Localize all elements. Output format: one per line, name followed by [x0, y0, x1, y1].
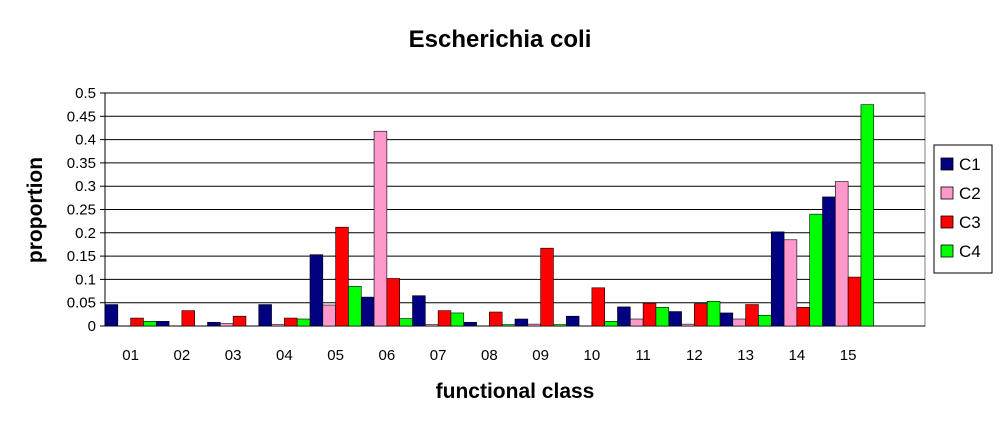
y-tick-label: 0.45	[67, 108, 96, 125]
bar-c1-06	[360, 296, 375, 327]
bar-c4-08	[501, 324, 516, 327]
bar-c4-06	[399, 318, 413, 327]
y-tick-label: 0	[88, 318, 96, 335]
x-tick-label: 15	[840, 347, 857, 364]
bar-c3-04	[284, 317, 298, 327]
bar-c1-04	[258, 304, 272, 327]
bar-c1-14	[770, 231, 785, 327]
legend: C1 C2 C3 C4	[933, 144, 993, 274]
bar-c3-06	[386, 278, 400, 327]
bar-c2-05	[322, 304, 336, 327]
bar-c3-10	[591, 287, 605, 327]
bar-c2-12	[681, 323, 695, 327]
legend-swatch-c2	[940, 186, 954, 200]
x-tick-label: 01	[122, 347, 139, 364]
x-tick-label: 04	[276, 347, 293, 364]
y-tick-label: 0.3	[75, 178, 96, 195]
y-tick-label: 0.25	[67, 202, 96, 219]
bar-c1-09	[514, 318, 529, 327]
bar-c3-09	[540, 247, 554, 327]
bar-c2-13	[732, 318, 746, 327]
y-tick-label: 0.1	[75, 271, 96, 288]
x-tick-label: 10	[584, 347, 601, 364]
bar-c4-15	[860, 104, 875, 327]
bar-c1-03	[207, 321, 221, 327]
bar-c2-11	[630, 318, 644, 327]
bar-c2-09	[527, 323, 541, 327]
bar-c1-08	[463, 321, 477, 327]
y-tick-label: 0.2	[75, 225, 96, 242]
plot-area: 0 0.05 0.1 0.15 0.2 0.25 0.3 0.35 0.4 0.45 0.5 01 02…	[67, 85, 926, 364]
x-tick-label: 14	[789, 347, 806, 364]
bar-c3-11	[642, 302, 657, 327]
bar-c1-10	[565, 315, 580, 327]
bar-c1-11	[617, 306, 631, 327]
bar-c4-11	[655, 307, 670, 327]
bar-c3-12	[694, 303, 708, 327]
x-tick-label: 03	[225, 347, 242, 364]
bar-c3-15	[847, 276, 862, 327]
legend-swatch-c3	[940, 215, 954, 229]
bar-c1-12	[668, 311, 682, 327]
legend-label-c2: C2	[959, 184, 981, 203]
y-tick-label: 0.15	[67, 248, 96, 265]
bar-c3-14	[796, 307, 810, 327]
bar-c1-01	[104, 304, 119, 327]
bar-c4-07	[450, 312, 465, 327]
bar-c1-02	[155, 321, 170, 327]
bar-c3-02	[181, 310, 195, 327]
x-tick-label: 09	[532, 347, 549, 364]
x-tick-label: 02	[174, 347, 191, 364]
y-tick-label: 0.5	[75, 85, 96, 102]
bar-c1-15	[822, 196, 836, 327]
bars	[104, 104, 875, 327]
x-axis-title: functional class	[436, 380, 595, 403]
legend-label-c3: C3	[959, 213, 981, 232]
bar-c4-09	[553, 324, 567, 327]
bar-c4-04	[296, 318, 311, 327]
bar-c1-13	[719, 312, 734, 327]
bar-c2-15	[835, 181, 849, 327]
legend-swatch-c4	[940, 244, 954, 258]
legend-label-c1: C1	[959, 155, 981, 174]
bar-c4-13	[758, 314, 772, 327]
x-tick-label: 05	[327, 347, 344, 364]
x-tick-label: 08	[481, 347, 498, 364]
y-tick-label: 0.35	[67, 155, 96, 172]
bar-c4-14	[809, 213, 823, 327]
legend-swatch-c1	[940, 157, 954, 171]
chart-title: Escherichia coli	[409, 26, 592, 53]
y-tick-label: 0.4	[75, 132, 96, 149]
bar-c4-01	[143, 321, 157, 327]
bar-c2-03	[220, 323, 234, 327]
x-tick-label: 07	[430, 347, 447, 364]
bar-c3-13	[745, 304, 759, 327]
y-axis-title: proportion	[24, 157, 47, 263]
bar-c2-14	[783, 239, 798, 327]
x-tick-label: 12	[686, 347, 703, 364]
bar-c4-05	[348, 286, 362, 327]
bar-c3-07	[437, 310, 452, 327]
bar-c3-05	[335, 226, 349, 327]
bar-c3-01	[130, 317, 144, 327]
bar-c2-06	[373, 130, 388, 327]
bar-c2-07	[425, 324, 439, 327]
bar-c1-07	[412, 295, 426, 327]
bar-c3-08	[489, 311, 503, 327]
bar-c3-03	[232, 315, 247, 327]
y-tick-label: 0.05	[67, 295, 96, 312]
bar-c2-04	[271, 324, 285, 327]
x-tick-label: 06	[379, 347, 396, 364]
bar-c1-05	[309, 254, 324, 327]
legend-label-c4: C4	[959, 242, 981, 261]
x-tick-label: 11	[635, 347, 651, 364]
bar-c4-10	[604, 321, 618, 327]
x-tick-label: 13	[737, 347, 754, 364]
bar-c4-12	[706, 301, 721, 327]
